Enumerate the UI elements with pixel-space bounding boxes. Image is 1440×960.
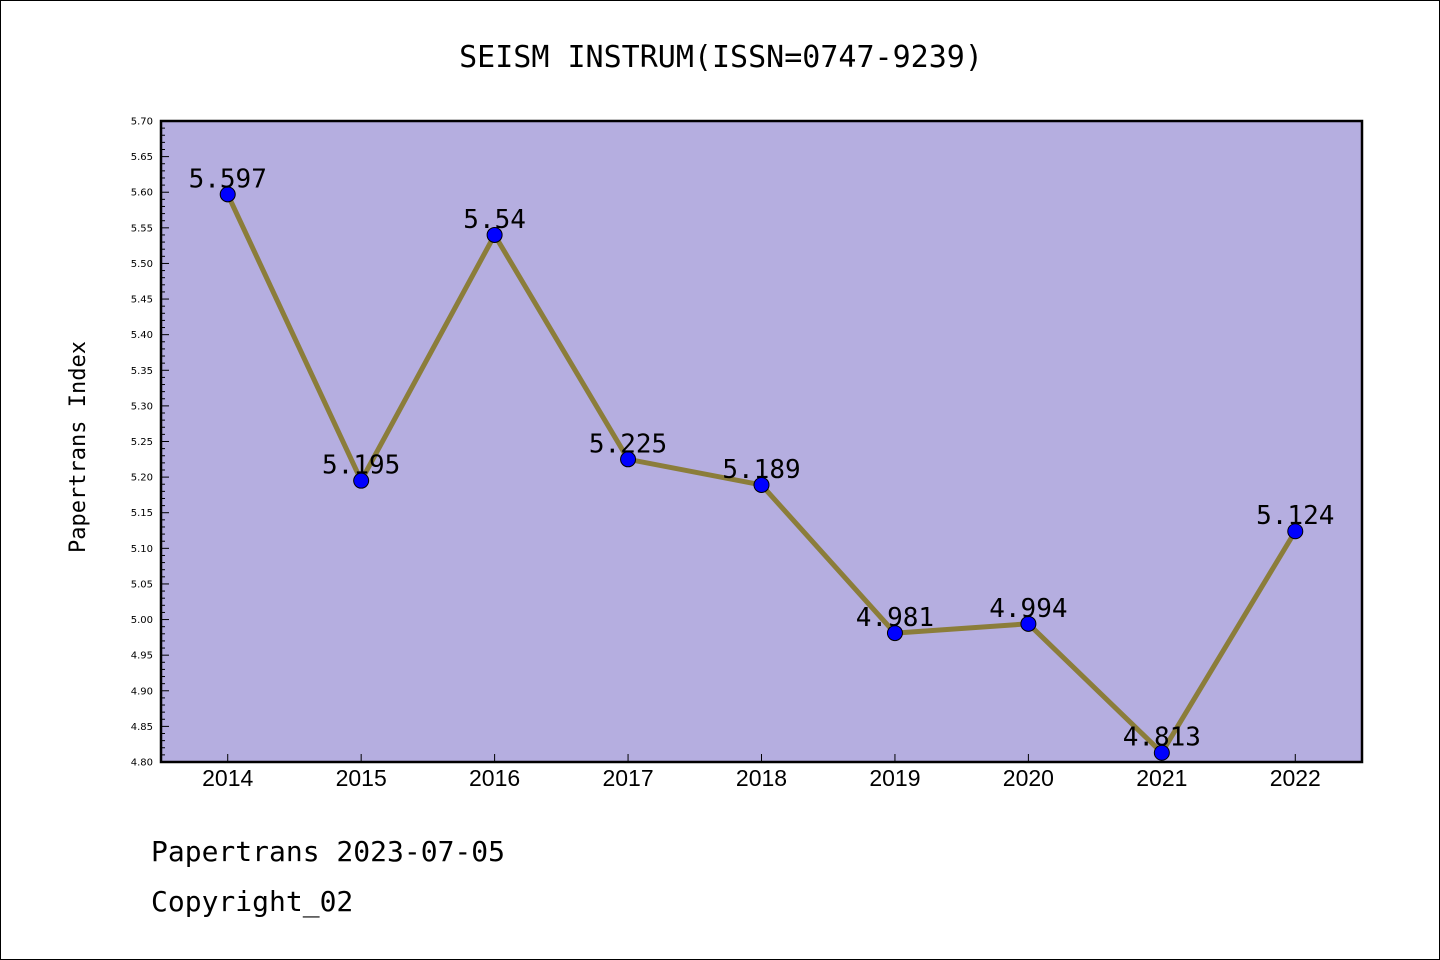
y-tick-label: 5.60 [131,188,153,199]
y-tick-label: 5.70 [131,117,153,128]
y-tick-label: 5.15 [131,508,153,519]
y-tick-label: 5.05 [131,579,153,590]
x-tick-label: 2021 [1136,765,1187,791]
y-tick-label: 4.85 [131,722,153,733]
data-label: 5.597 [189,164,267,194]
x-tick-label: 2019 [869,765,920,791]
data-labels-layer: 5.597 5.195 5.54 5.225 5.189 4.981 4.994 4.813 5… [189,164,1335,752]
y-tick-label: 4.95 [131,651,153,662]
data-point [620,451,637,468]
footer-copyright: Copyright_02 [151,885,354,918]
y-tick-label: 5.20 [131,473,153,484]
x-tick-label: 2018 [736,765,787,791]
data-point [753,476,770,493]
x-tick-label: 2017 [602,765,653,791]
data-label: 4.813 [1123,723,1201,753]
data-point [1287,523,1304,540]
data-point [219,186,236,203]
data-label: 4.994 [989,594,1067,624]
y-tick-label: 5.55 [131,223,153,234]
data-point [486,226,503,243]
y-tick-label: 4.80 [131,758,153,769]
x-tick-label: 2016 [469,765,520,791]
y-tick-label: 5.45 [131,295,153,306]
y-tick-label: 5.35 [131,366,153,377]
x-tick-label: 2015 [336,765,387,791]
y-tick-label: 5.10 [131,544,153,555]
data-point [353,472,370,489]
plot-area [159,119,1364,764]
y-tick-label: 5.25 [131,437,153,448]
x-tick-label: 2020 [1003,765,1054,791]
data-label: 5.124 [1256,501,1334,531]
x-tick-label: 2022 [1270,765,1321,791]
data-point [886,625,903,642]
y-axis-ticks: 4.80 4.85 4.90 4.95 5.00 5.05 5.10 5.15 5.20 5.25… [131,117,169,769]
data-label: 5.225 [589,429,667,459]
y-tick-label: 5.65 [131,152,153,163]
x-axis-ticks: 2014 2015 2016 2017 2018 2019 2020 2021 2022 [202,754,1321,791]
y-tick-label: 5.50 [131,259,153,270]
data-label: 5.195 [322,451,400,481]
chart-title: SEISM INSTRUM(ISSN=0747-9239) [459,40,983,75]
x-tick-label: 2014 [202,765,253,791]
data-label: 5.54 [463,205,526,235]
data-label: 5.189 [722,455,800,485]
data-points-layer [219,186,1304,761]
data-label: 4.981 [856,603,934,633]
y-axis-label: Papertrans Index [66,341,91,553]
y-tick-label: 5.00 [131,615,153,626]
y-tick-label: 4.90 [131,686,153,697]
y-tick-label: 5.40 [131,330,153,341]
footer-date: Papertrans 2023-07-05 [151,835,506,868]
data-point [1020,615,1037,632]
y-tick-label: 5.30 [131,401,153,412]
data-point [1153,744,1170,761]
